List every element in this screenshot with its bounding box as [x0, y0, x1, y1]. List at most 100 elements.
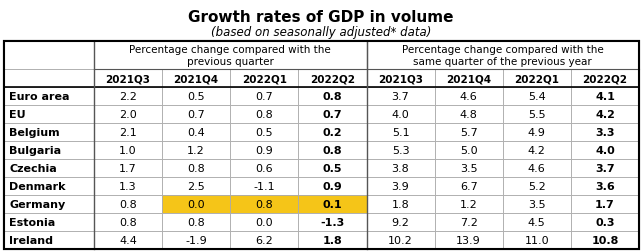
Bar: [230, 70, 298, 88]
Bar: [4, 42, 639, 249]
Bar: [571, 88, 639, 106]
Bar: [230, 159, 298, 177]
Bar: [367, 42, 639, 70]
Bar: [367, 106, 435, 123]
Bar: [435, 88, 503, 106]
Bar: [503, 231, 571, 249]
Bar: [298, 70, 367, 88]
Text: 0.9: 0.9: [255, 145, 273, 155]
Text: 0.1: 0.1: [323, 199, 342, 209]
Bar: [4, 70, 94, 88]
Text: 10.2: 10.2: [388, 235, 413, 245]
Bar: [94, 42, 367, 70]
Text: 5.3: 5.3: [392, 145, 410, 155]
Text: 4.1: 4.1: [595, 92, 615, 102]
Bar: [503, 195, 571, 213]
Bar: [94, 88, 162, 106]
Text: 3.5: 3.5: [460, 163, 478, 173]
Text: Ireland: Ireland: [9, 235, 53, 245]
Bar: [503, 70, 571, 88]
Bar: [435, 106, 503, 123]
Text: 13.9: 13.9: [457, 235, 481, 245]
Text: 0.5: 0.5: [323, 163, 342, 173]
Bar: [435, 195, 503, 213]
Text: 4.2: 4.2: [528, 145, 546, 155]
Text: 0.7: 0.7: [323, 110, 342, 119]
Text: 1.7: 1.7: [119, 163, 137, 173]
Bar: [162, 195, 230, 213]
Bar: [298, 159, 367, 177]
Text: 0.3: 0.3: [595, 217, 615, 227]
Text: EU: EU: [9, 110, 26, 119]
Text: 9.2: 9.2: [392, 217, 410, 227]
Bar: [571, 195, 639, 213]
Text: 1.8: 1.8: [323, 235, 342, 245]
Bar: [435, 231, 503, 249]
Text: Czechia: Czechia: [9, 163, 57, 173]
Text: 1.8: 1.8: [392, 199, 410, 209]
Bar: [503, 141, 571, 159]
Bar: [94, 213, 162, 231]
Text: Belgium: Belgium: [9, 128, 60, 137]
Text: 4.9: 4.9: [528, 128, 546, 137]
Bar: [435, 123, 503, 141]
Text: 2022Q2: 2022Q2: [583, 74, 628, 84]
Text: 0.8: 0.8: [187, 163, 205, 173]
Text: 2021Q3: 2021Q3: [105, 74, 150, 84]
Bar: [367, 195, 435, 213]
Bar: [435, 213, 503, 231]
Text: 4.2: 4.2: [595, 110, 615, 119]
Text: 2.1: 2.1: [119, 128, 137, 137]
Bar: [162, 123, 230, 141]
Bar: [503, 159, 571, 177]
Bar: [94, 231, 162, 249]
Bar: [571, 213, 639, 231]
Text: -1.3: -1.3: [320, 217, 345, 227]
Text: 0.8: 0.8: [255, 199, 273, 209]
Bar: [4, 123, 94, 141]
Bar: [367, 159, 435, 177]
Text: 0.7: 0.7: [187, 110, 205, 119]
Text: 2021Q3: 2021Q3: [378, 74, 423, 84]
Bar: [298, 213, 367, 231]
Bar: [367, 88, 435, 106]
Text: 2022Q1: 2022Q1: [514, 74, 559, 84]
Text: 4.6: 4.6: [528, 163, 546, 173]
Bar: [230, 141, 298, 159]
Bar: [571, 123, 639, 141]
Bar: [162, 231, 230, 249]
Text: -1.9: -1.9: [185, 235, 207, 245]
Bar: [367, 213, 435, 231]
Text: 0.8: 0.8: [255, 110, 273, 119]
Bar: [503, 213, 571, 231]
Text: 1.3: 1.3: [119, 181, 137, 191]
Bar: [162, 70, 230, 88]
Text: 0.8: 0.8: [323, 145, 342, 155]
Text: 7.2: 7.2: [460, 217, 478, 227]
Text: 1.2: 1.2: [187, 145, 205, 155]
Text: Germany: Germany: [9, 199, 65, 209]
Bar: [571, 231, 639, 249]
Text: 1.2: 1.2: [460, 199, 478, 209]
Text: 5.0: 5.0: [460, 145, 478, 155]
Text: Growth rates of GDP in volume: Growth rates of GDP in volume: [188, 10, 454, 25]
Text: 2.5: 2.5: [187, 181, 205, 191]
Text: 6.2: 6.2: [255, 235, 273, 245]
Text: 0.6: 0.6: [255, 163, 273, 173]
Bar: [4, 42, 94, 70]
Text: 2.2: 2.2: [119, 92, 137, 102]
Text: 5.5: 5.5: [528, 110, 546, 119]
Bar: [4, 106, 94, 123]
Text: 4.5: 4.5: [528, 217, 546, 227]
Text: 6.7: 6.7: [460, 181, 478, 191]
Text: Euro area: Euro area: [9, 92, 69, 102]
Bar: [94, 159, 162, 177]
Text: 2.0: 2.0: [119, 110, 137, 119]
Text: Percentage change compared with the
same quarter of the previous year: Percentage change compared with the same…: [402, 45, 604, 67]
Text: 3.5: 3.5: [528, 199, 546, 209]
Bar: [435, 177, 503, 195]
Text: 11.0: 11.0: [525, 235, 549, 245]
Bar: [162, 106, 230, 123]
Bar: [94, 195, 162, 213]
Text: Bulgaria: Bulgaria: [9, 145, 61, 155]
